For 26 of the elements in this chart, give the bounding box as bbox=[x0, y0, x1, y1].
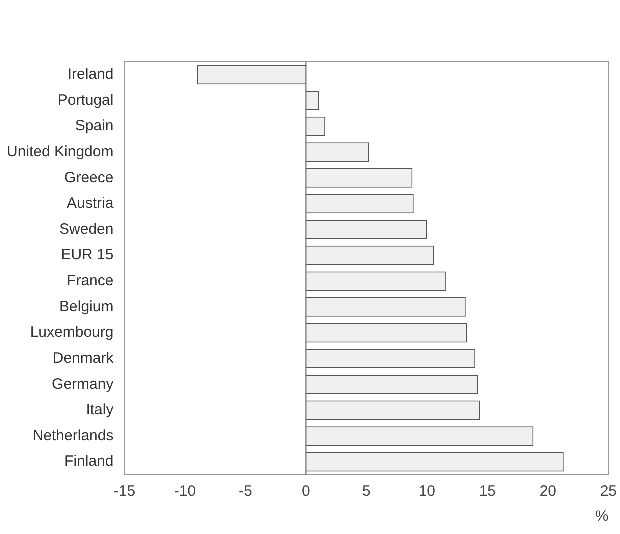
y-tick-label: France bbox=[67, 272, 114, 290]
x-tick-label: -10 bbox=[174, 483, 196, 500]
x-tick-label: 10 bbox=[418, 483, 436, 500]
y-tick-label: Luxembourg bbox=[30, 324, 114, 342]
x-tick-label: 15 bbox=[479, 483, 496, 500]
x-tick-label: 25 bbox=[600, 483, 617, 500]
x-tick-label: -5 bbox=[239, 483, 252, 500]
y-tick-label: Netherlands bbox=[32, 427, 114, 444]
y-tick-label: Ireland bbox=[68, 66, 114, 84]
y-tick-label: EUR 15 bbox=[61, 246, 114, 264]
y-tick-label: Finland bbox=[64, 453, 114, 470]
y-tick-label: Italy bbox=[86, 402, 114, 419]
y-tick-label: United Kingdom bbox=[6, 143, 114, 160]
x-tick-label: 20 bbox=[540, 483, 557, 500]
y-tick-label: Belgium bbox=[60, 298, 114, 316]
y-tick-label: Greece bbox=[64, 169, 114, 186]
x-tick-label: 0 bbox=[302, 483, 310, 500]
x-tick-label: -15 bbox=[114, 483, 136, 500]
x-tick-label: 5 bbox=[362, 483, 371, 500]
y-tick-label: Sweden bbox=[60, 220, 114, 238]
y-tick-label: Austria bbox=[67, 195, 114, 212]
y-tick-label: Denmark bbox=[52, 350, 114, 367]
y-tick-label: Germany bbox=[52, 376, 114, 393]
x-axis-title: % bbox=[595, 508, 609, 526]
y-tick-label: Portugal bbox=[58, 92, 114, 109]
y-tick-label: Spain bbox=[75, 118, 114, 135]
